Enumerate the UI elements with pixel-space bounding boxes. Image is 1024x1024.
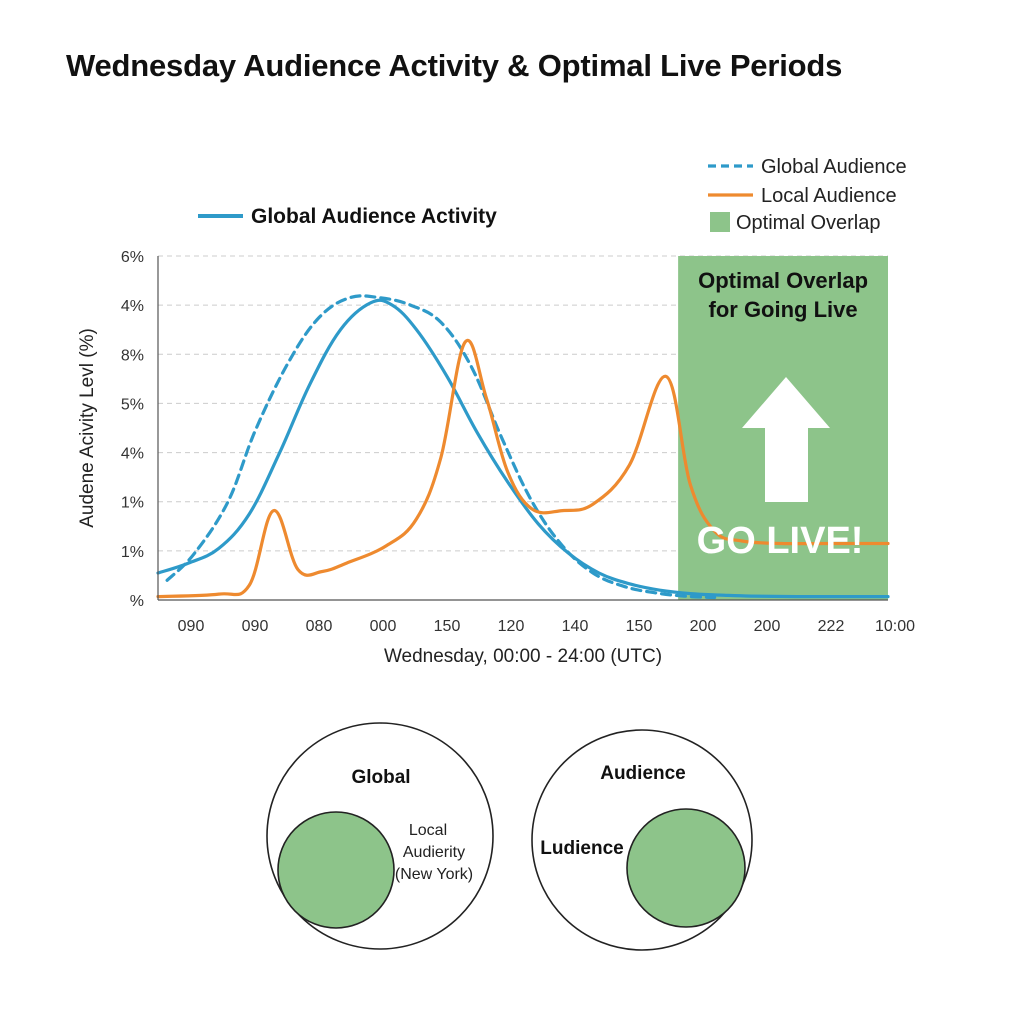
x-tick-label: 090: [178, 618, 205, 635]
y-tick-label: %: [130, 593, 144, 610]
venn-side-label: Ludience: [540, 838, 623, 859]
inline-legend-label: Global Audience Activity: [251, 205, 497, 228]
y-tick-label: 1%: [121, 495, 144, 512]
venn-inner-circle: [277, 811, 395, 929]
venn-top-label: Audience: [600, 763, 686, 784]
x-tick-label: 080: [306, 618, 333, 635]
overlap-annotation-line: for Going Live: [709, 297, 858, 322]
x-tick-label: 200: [754, 618, 781, 635]
series-layer: [156, 294, 890, 600]
venn-diagram: Global Local Audierity (New York) Audience Lu…: [266, 722, 753, 951]
series-line-global-audience-dashed: [165, 294, 717, 600]
x-tick-label: 10:00: [875, 618, 915, 635]
y-tick-label: 1%: [121, 544, 144, 561]
venn-top-label: Global: [351, 767, 410, 788]
annotation-layer: Optimal Overlap for Going Live GO LIVE!: [697, 268, 868, 562]
legend-label: Global Audience: [761, 156, 907, 178]
overlap-annotation-line: Optimal Overlap: [698, 268, 868, 293]
y-tick-label: 8%: [121, 347, 144, 364]
x-tick-label: 150: [434, 618, 461, 635]
x-tick-label: 150: [626, 618, 653, 635]
y-tick-label: 4%: [121, 298, 144, 315]
legend-layer: Global Audience Activity Global Audience L…: [198, 156, 907, 234]
x-axis-title: Wednesday, 00:00 - 24:00 (UTC): [384, 646, 662, 667]
venn-inner-label: Local: [409, 822, 447, 839]
legend-swatch-optimal-overlap: [710, 212, 730, 232]
legend-label: Optimal Overlap: [736, 212, 881, 234]
y-tick-label: 5%: [121, 396, 144, 413]
x-tick-label: 140: [562, 618, 589, 635]
venn-inner-label: Audierity: [403, 844, 465, 861]
series-line-local-audience: [156, 338, 890, 599]
x-tick-label: 120: [498, 618, 525, 635]
y-axis-title: Audene Acivity Levl (%): [77, 328, 98, 528]
legend-label: Local Audience: [761, 185, 897, 207]
y-tick-label: 6%: [121, 249, 144, 266]
venn-inner-label: (New York): [395, 866, 473, 883]
axis-layer: % 1% 1% 4% 5% 8% 4% 6% 090 090 080 000 150 120 140 150 2…: [77, 249, 915, 667]
x-tick-label: 090: [242, 618, 269, 635]
x-tick-label: 200: [690, 618, 717, 635]
series-line-global-audience-activity: [156, 298, 890, 599]
x-tick-label: 000: [370, 618, 397, 635]
y-tick-label: 4%: [121, 446, 144, 463]
page-title: Wednesday Audience Activity & Optimal Li…: [66, 48, 843, 83]
x-tick-label: 222: [818, 618, 845, 635]
venn-inner-circle: [626, 808, 746, 928]
go-live-label: GO LIVE!: [697, 520, 864, 562]
up-arrow-icon: [742, 377, 830, 502]
